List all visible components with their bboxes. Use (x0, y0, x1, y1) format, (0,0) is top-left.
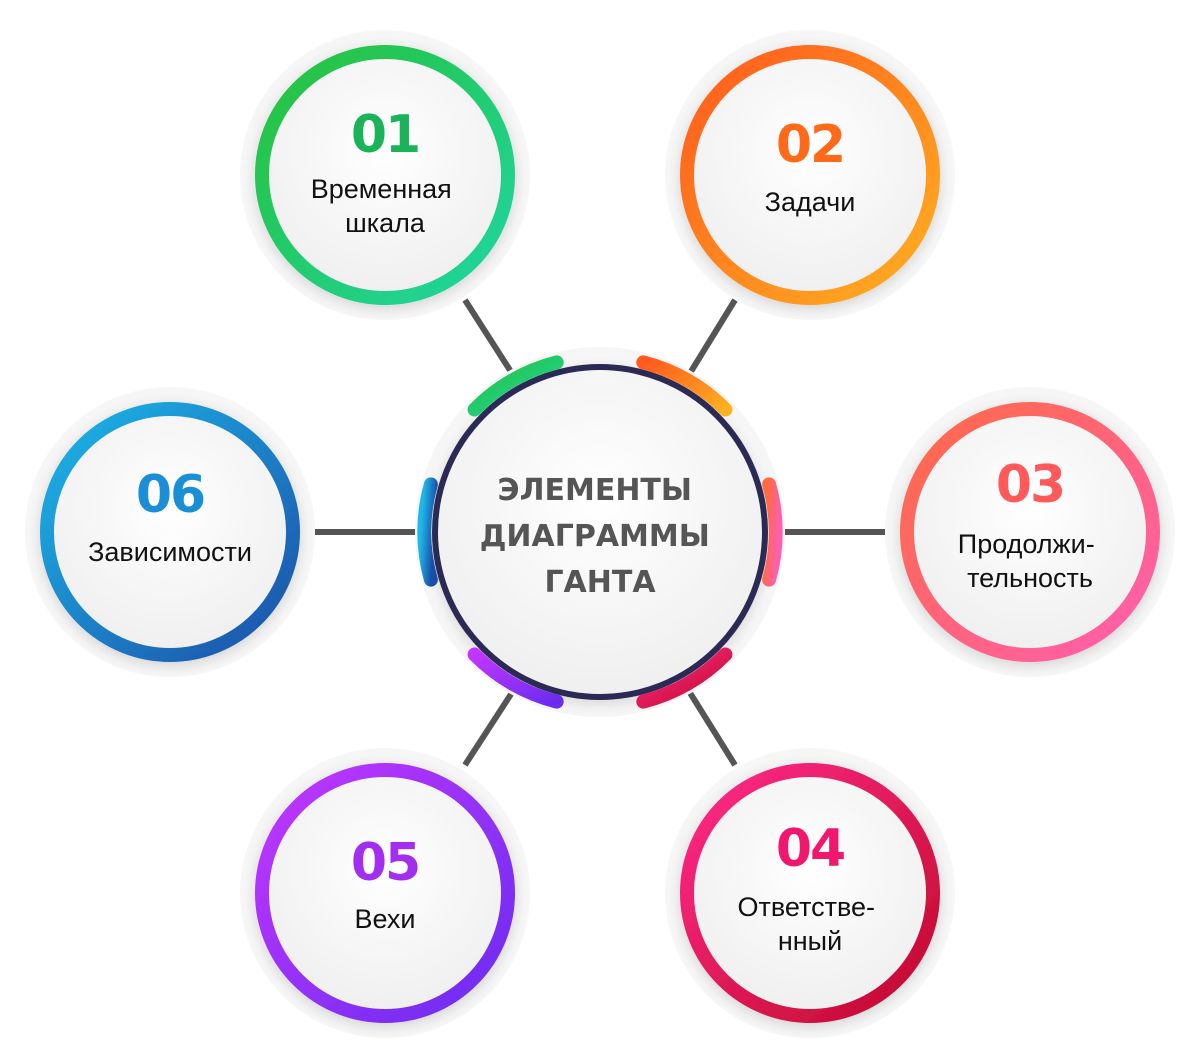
node-01-number: 01 (351, 105, 419, 165)
connectors (315, 298, 885, 767)
svg-text:ЭЛЕМЕНТЫ ДИАГРАММЫ: ЭЛЕМЕНТЫ ДИАГРАММЫ ГАНТА (480, 473, 721, 600)
node-01-label-line-2: шкала (345, 208, 426, 238)
connector-04 (684, 686, 738, 767)
node-03: 03 Продолжи- тельность (885, 387, 1175, 677)
node-01: 01 Временная шкала (240, 30, 530, 320)
node-04-label-line-1: Ответстве- (737, 892, 875, 922)
node-03-label-line-1: Продолжи- (958, 529, 1095, 559)
node-02: 02 Задачи (665, 30, 955, 320)
node-02-ring (680, 45, 940, 305)
node-01-ring (255, 45, 515, 305)
node-04-number: 04 (776, 819, 844, 879)
node-04: 04 Ответстве- нный (665, 748, 955, 1038)
svg-text:Продолжи- тельность: Продолжи- тельность (958, 529, 1102, 593)
node-03-number: 03 (996, 455, 1064, 515)
center-arc-03 (762, 477, 783, 587)
node-06-ring (40, 402, 300, 662)
node-04-label-line-2: нный (778, 926, 842, 956)
center-ring (432, 364, 768, 700)
center-arc-06 (417, 477, 438, 587)
center-arc-05 (467, 647, 564, 709)
svg-text:Ответстве- нный: Ответстве- нный (737, 892, 882, 956)
svg-text:Задачи: Задачи (765, 187, 856, 217)
connector-02 (684, 298, 738, 380)
center-title-line-1: ЭЛЕМЕНТЫ (498, 473, 692, 508)
node-06-label-line-1: Зависимости (88, 537, 252, 567)
node-03-ring (900, 402, 1160, 662)
center-arc-02 (636, 355, 733, 417)
node-04-ring (680, 763, 940, 1023)
center-title-line-3: ГАНТА (544, 565, 656, 600)
center-arc-04 (636, 647, 733, 709)
node-01-label-line-1: Временная (311, 174, 452, 204)
svg-text:Зависимости: Зависимости (88, 537, 252, 567)
connector-01 (462, 298, 518, 380)
center-arc-01 (467, 355, 564, 417)
node-03-label-line-2: тельность (967, 563, 1093, 593)
center-node: ЭЛЕМЕНТЫ ДИАГРАММЫ ГАНТА (415, 347, 785, 717)
connector-05 (462, 686, 518, 767)
node-05-number: 05 (351, 833, 419, 893)
node-06-number: 06 (136, 465, 204, 525)
svg-text:Временная шкала: Временная шкала (311, 174, 460, 238)
node-05-label-line-1: Вехи (354, 904, 415, 934)
node-05-ring (255, 763, 515, 1023)
node-02-number: 02 (776, 115, 844, 175)
center-title-line-2: ДИАГРАММЫ (480, 519, 710, 554)
svg-text:Вехи: Вехи (354, 904, 415, 934)
node-02-label-line-1: Задачи (765, 187, 856, 217)
node-06: 06 Зависимости (25, 387, 315, 677)
node-05: 05 Вехи (240, 748, 530, 1038)
